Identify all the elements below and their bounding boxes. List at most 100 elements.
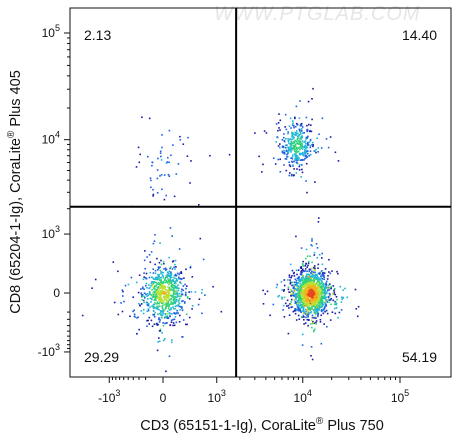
event-dot: [188, 298, 191, 300]
event-dot: [169, 303, 172, 305]
event-dot: [315, 312, 318, 314]
event-dot: [81, 314, 84, 317]
event-dot: [307, 285, 310, 287]
event-dot: [300, 290, 303, 293]
event-dot: [164, 292, 167, 295]
event-dot: [143, 288, 145, 290]
event-dot: [294, 148, 296, 150]
event-dot: [304, 146, 307, 148]
event-dot: [311, 307, 313, 310]
event-dot: [153, 240, 156, 242]
event-dot: [169, 299, 171, 301]
event-dot: [145, 293, 147, 296]
event-dot: [155, 289, 157, 291]
event-dot: [296, 284, 298, 287]
event-dot: [146, 287, 148, 289]
event-dot: [269, 314, 271, 317]
event-dot: [286, 156, 288, 158]
event-dot: [149, 306, 151, 308]
event-dot: [151, 276, 153, 278]
event-dot: [283, 316, 286, 318]
event-dot: [151, 164, 153, 167]
event-dot: [299, 310, 302, 313]
event-dot: [185, 287, 187, 290]
event-dot: [308, 155, 310, 157]
event-dot: [296, 137, 299, 140]
event-dot: [151, 325, 154, 328]
event-dot: [287, 279, 289, 281]
event-dot: [176, 291, 178, 293]
event-dot: [198, 298, 201, 300]
event-dot: [295, 279, 298, 282]
event-dot: [318, 285, 320, 287]
event-dot: [307, 316, 309, 318]
event-dot: [293, 285, 296, 287]
event-dot: [313, 269, 315, 271]
event-dot: [120, 302, 122, 304]
event-dot: [305, 284, 308, 287]
event-dot: [318, 295, 321, 297]
event-dot: [174, 302, 176, 305]
event-dot: [159, 284, 161, 286]
event-dot: [319, 318, 322, 321]
event-dot: [170, 281, 172, 283]
event-dot: [283, 136, 285, 139]
event-dot: [307, 288, 309, 290]
event-dot: [280, 281, 283, 283]
event-dot: [314, 150, 316, 152]
event-dot: [312, 272, 315, 275]
event-dot: [166, 303, 168, 305]
event-dot: [306, 304, 308, 306]
event-dot: [181, 307, 183, 310]
event-dot: [293, 141, 296, 144]
event-dot: [309, 285, 311, 288]
event-dot: [299, 299, 302, 301]
event-dot: [304, 268, 307, 270]
event-dot: [178, 273, 180, 276]
event-dot: [189, 265, 192, 268]
event-dot: [298, 146, 301, 148]
event-dot: [172, 306, 174, 308]
event-dot: [306, 191, 308, 194]
event-dot: [168, 283, 170, 286]
event-dot: [147, 294, 149, 297]
event-dot: [165, 299, 167, 301]
event-dot: [165, 304, 168, 307]
event-dot: [306, 289, 309, 292]
event-dot: [161, 281, 164, 283]
event-dot: [162, 277, 165, 279]
event-dot: [296, 277, 299, 279]
event-dot: [304, 292, 306, 294]
event-dot: [279, 119, 282, 122]
event-dot: [300, 278, 302, 281]
event-dot: [290, 301, 292, 303]
event-dot: [173, 195, 176, 198]
event-dot: [152, 268, 154, 270]
event-dot: [154, 302, 156, 304]
event-dot: [312, 301, 315, 304]
event-dot: [172, 144, 174, 146]
event-dot: [304, 296, 306, 299]
event-dot: [159, 150, 162, 153]
event-dot: [328, 299, 331, 301]
event-dot: [155, 285, 157, 288]
event-dot: [324, 305, 326, 308]
event-dot: [153, 314, 155, 316]
event-dot: [288, 274, 291, 276]
event-dot: [309, 146, 312, 149]
event-dot: [305, 180, 307, 182]
event-dot: [295, 132, 298, 134]
event-dot: [325, 284, 328, 286]
event-dot: [152, 193, 155, 196]
event-dot: [301, 164, 303, 166]
event-dot: [204, 294, 206, 296]
event-dot: [303, 289, 305, 291]
event-dot: [329, 295, 331, 297]
event-dot: [290, 306, 292, 309]
event-dot: [151, 161, 154, 164]
event-dot: [303, 316, 305, 318]
event-dot: [143, 292, 146, 294]
event-dot: [305, 313, 308, 315]
event-dot: [317, 294, 319, 296]
event-dot: [151, 289, 153, 291]
